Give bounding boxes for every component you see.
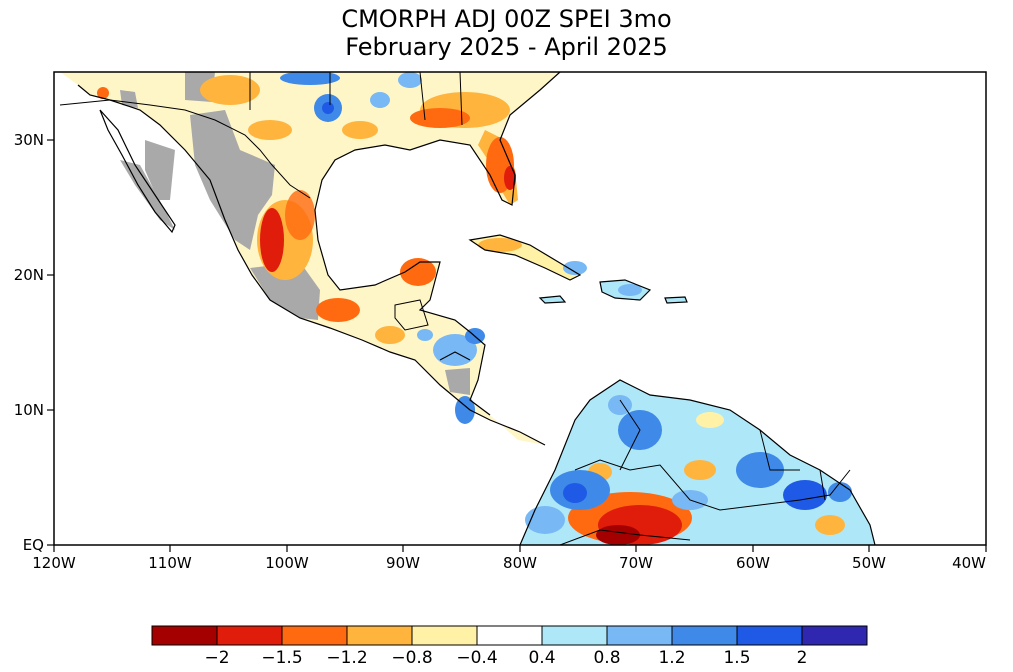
- x-tick-label: 40W: [952, 554, 986, 572]
- colorbar-label: 1.2: [658, 648, 685, 668]
- y-tick-label: EQ: [23, 536, 44, 554]
- colorbar-label: −0.4: [456, 648, 497, 668]
- land-north-america: [60, 72, 560, 445]
- coastlines: [77, 72, 876, 545]
- colorbar-swatch: [151, 625, 218, 646]
- map-title: CMORPH ADJ 00Z SPEI 3mo: [341, 5, 672, 33]
- x-tick-label: 100W: [265, 554, 309, 572]
- x-tick-label: 60W: [736, 554, 770, 572]
- colorbar-swatch: [346, 625, 413, 646]
- colorbar-swatch: [411, 625, 478, 646]
- x-tick-label: 70W: [619, 554, 653, 572]
- x-tick-label: 50W: [852, 554, 886, 572]
- colorbar-swatch: [801, 625, 868, 646]
- y-tick-label: 30N: [14, 131, 44, 149]
- country-borders: [59, 72, 851, 545]
- colorbar-label: 0.8: [593, 648, 620, 668]
- colorbar-label: −0.8: [391, 648, 432, 668]
- land-puerto-rico: [665, 297, 687, 303]
- colorbar-swatch: [281, 625, 348, 646]
- axis-ticks: [47, 139, 987, 552]
- colorbar-label: −1.2: [326, 648, 367, 668]
- colorbar-swatch: [216, 625, 283, 646]
- colorbar-label: 1.5: [723, 648, 750, 668]
- colorbar-swatch: [606, 625, 673, 646]
- colorbar-label: 0.4: [528, 648, 555, 668]
- colorbar-label: −1.5: [261, 648, 302, 668]
- map-subtitle: February 2025 - April 2025: [345, 33, 668, 61]
- y-tick-label: 10N: [14, 401, 44, 419]
- colorbar-swatch: [736, 625, 803, 646]
- x-tick-label: 110W: [148, 554, 192, 572]
- colorbar-swatch: [541, 625, 608, 646]
- colorbar-label: −2: [204, 648, 229, 668]
- x-tick-label: 80W: [503, 554, 537, 572]
- y-tick-label: 20N: [14, 266, 44, 284]
- x-tick-label: 120W: [32, 554, 76, 572]
- colorbar: [151, 625, 868, 646]
- x-tick-label: 90W: [386, 554, 420, 572]
- colorbar-swatch: [476, 625, 543, 646]
- colorbar-label: 2: [797, 648, 808, 668]
- map-field: [59, 72, 876, 545]
- colorbar-swatch: [671, 625, 738, 646]
- colorbar-labels: −2 −1.5 −1.2 −0.8 −0.4 0.4 0.8 1.2 1.5 2: [204, 648, 807, 668]
